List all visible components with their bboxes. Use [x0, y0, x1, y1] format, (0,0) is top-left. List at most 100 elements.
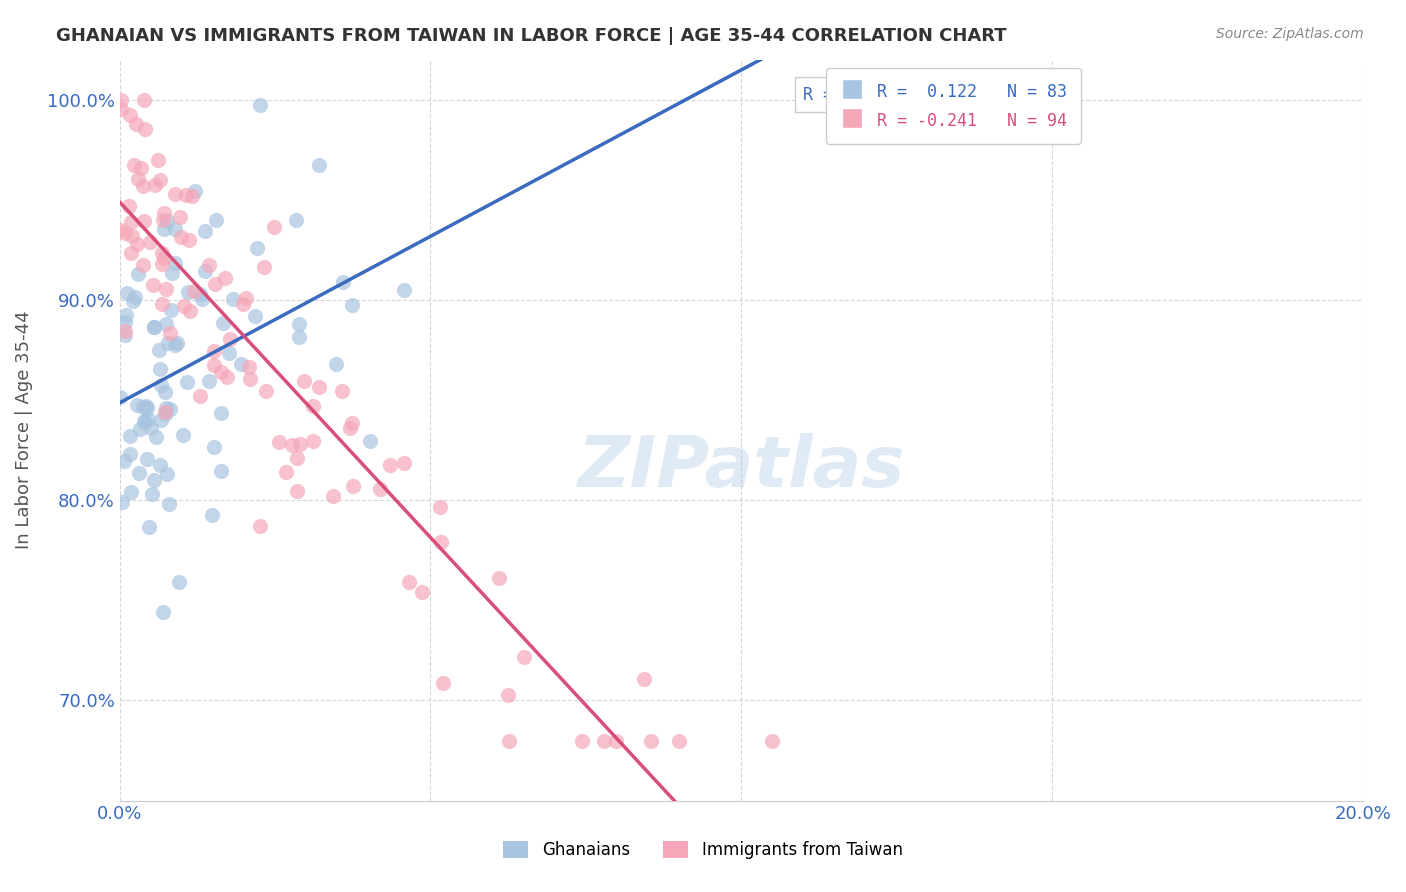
Point — [149, 362, 172, 376]
Legend: R =  0.122   N = 83, R = -0.241   N = 94: R = 0.122 N = 83, R = -0.241 N = 94 — [825, 68, 1081, 144]
Point — [132, 413, 155, 427]
Point — [111, 495, 134, 509]
Point — [209, 406, 232, 420]
Point — [170, 229, 193, 244]
Point — [239, 372, 262, 386]
Point — [332, 276, 354, 290]
Point — [285, 484, 308, 499]
Point — [152, 213, 174, 227]
Point — [221, 292, 243, 306]
Point — [246, 241, 269, 255]
Point — [496, 689, 519, 703]
Point — [142, 278, 165, 293]
Point — [145, 430, 167, 444]
Point — [156, 214, 179, 228]
Point — [188, 286, 211, 301]
Point — [204, 213, 226, 227]
Point — [280, 438, 302, 452]
Point — [121, 229, 143, 244]
Point — [141, 487, 163, 501]
Point — [131, 258, 153, 272]
Point — [172, 428, 194, 442]
Point — [139, 421, 162, 435]
Point — [190, 388, 212, 402]
Point — [150, 297, 173, 311]
Point — [430, 535, 453, 549]
Point — [287, 329, 309, 343]
Point — [120, 447, 142, 461]
Point — [163, 187, 186, 202]
Point — [120, 429, 142, 443]
Point — [149, 413, 172, 427]
Point — [132, 178, 155, 193]
Point — [114, 328, 136, 343]
Point — [217, 370, 239, 384]
Point — [122, 157, 145, 171]
Point — [114, 315, 136, 329]
Point — [198, 258, 221, 272]
Point — [197, 374, 219, 388]
Point — [249, 519, 271, 533]
Point — [238, 359, 260, 374]
Point — [108, 390, 131, 404]
Point — [325, 357, 347, 371]
Point — [155, 401, 177, 415]
Point — [153, 408, 176, 422]
Point — [125, 117, 148, 131]
Point — [411, 585, 433, 599]
Point — [340, 417, 363, 431]
Point — [339, 421, 361, 435]
Point — [378, 458, 401, 472]
Point — [166, 336, 188, 351]
Point — [269, 435, 291, 450]
Point — [143, 320, 166, 334]
Point — [122, 293, 145, 308]
Point — [163, 255, 186, 269]
Point — [153, 222, 176, 236]
Point — [134, 121, 156, 136]
Point — [127, 172, 149, 186]
Point — [149, 458, 172, 473]
Point — [125, 399, 148, 413]
Point — [193, 224, 215, 238]
Point — [249, 98, 271, 112]
Point — [169, 211, 191, 225]
Point — [218, 345, 240, 359]
Point — [231, 357, 253, 371]
Point — [120, 485, 142, 500]
Point — [167, 574, 190, 589]
Point — [120, 215, 142, 229]
Point — [148, 343, 170, 357]
Point — [163, 338, 186, 352]
Point — [235, 291, 257, 305]
Point — [155, 318, 177, 332]
Text: R =  0.122   N = 83: R = 0.122 N = 83 — [803, 86, 993, 103]
Point — [429, 500, 451, 514]
Point — [114, 324, 136, 338]
Point — [571, 733, 593, 747]
Point — [285, 213, 308, 227]
Text: GHANAIAN VS IMMIGRANTS FROM TAIWAN IN LABOR FORCE | AGE 35-44 CORRELATION CHART: GHANAIAN VS IMMIGRANTS FROM TAIWAN IN LA… — [56, 27, 1007, 45]
Point — [302, 400, 325, 414]
Point — [132, 400, 155, 414]
Point — [359, 434, 381, 449]
Point — [142, 320, 165, 334]
Point — [177, 285, 200, 300]
Point — [245, 310, 267, 324]
Point — [179, 303, 201, 318]
Point — [219, 332, 242, 346]
Point — [143, 473, 166, 487]
Point — [108, 223, 131, 237]
Point — [110, 93, 132, 107]
Point — [274, 465, 297, 479]
Point — [128, 422, 150, 436]
Point — [322, 489, 344, 503]
Point — [153, 251, 176, 265]
Point — [150, 378, 173, 392]
Point — [398, 574, 420, 589]
Point — [136, 401, 159, 415]
Point — [254, 384, 277, 399]
Point — [114, 226, 136, 240]
Point — [149, 172, 172, 186]
Point — [146, 153, 169, 167]
